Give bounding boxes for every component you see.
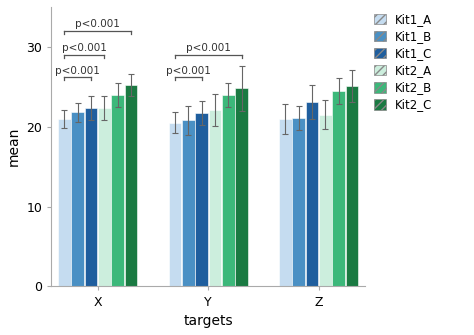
Text: p<0.001: p<0.001 xyxy=(55,66,100,76)
Bar xyxy=(346,86,358,286)
Bar xyxy=(222,95,235,286)
Bar xyxy=(182,120,194,286)
Bar xyxy=(279,119,292,286)
X-axis label: targets: targets xyxy=(183,314,233,328)
Bar xyxy=(332,91,345,286)
Bar xyxy=(209,110,221,286)
Bar xyxy=(98,108,111,286)
Text: p<0.001: p<0.001 xyxy=(62,43,107,53)
Y-axis label: mean: mean xyxy=(7,127,21,166)
Bar xyxy=(169,123,181,286)
Text: p<0.001: p<0.001 xyxy=(186,43,231,53)
Legend: Kit1_A, Kit1_B, Kit1_C, Kit2_A, Kit2_B, Kit2_C: Kit1_A, Kit1_B, Kit1_C, Kit2_A, Kit2_B, … xyxy=(374,13,433,112)
Text: p<0.001: p<0.001 xyxy=(166,66,210,76)
Text: p<0.001: p<0.001 xyxy=(75,19,120,29)
Bar xyxy=(195,113,208,286)
Bar xyxy=(306,102,318,286)
Bar xyxy=(319,115,332,286)
Bar xyxy=(111,95,124,286)
Bar xyxy=(58,119,71,286)
Bar xyxy=(125,85,137,286)
Bar xyxy=(292,118,305,286)
Bar xyxy=(72,112,84,286)
Bar xyxy=(235,88,248,286)
Bar xyxy=(85,108,98,286)
